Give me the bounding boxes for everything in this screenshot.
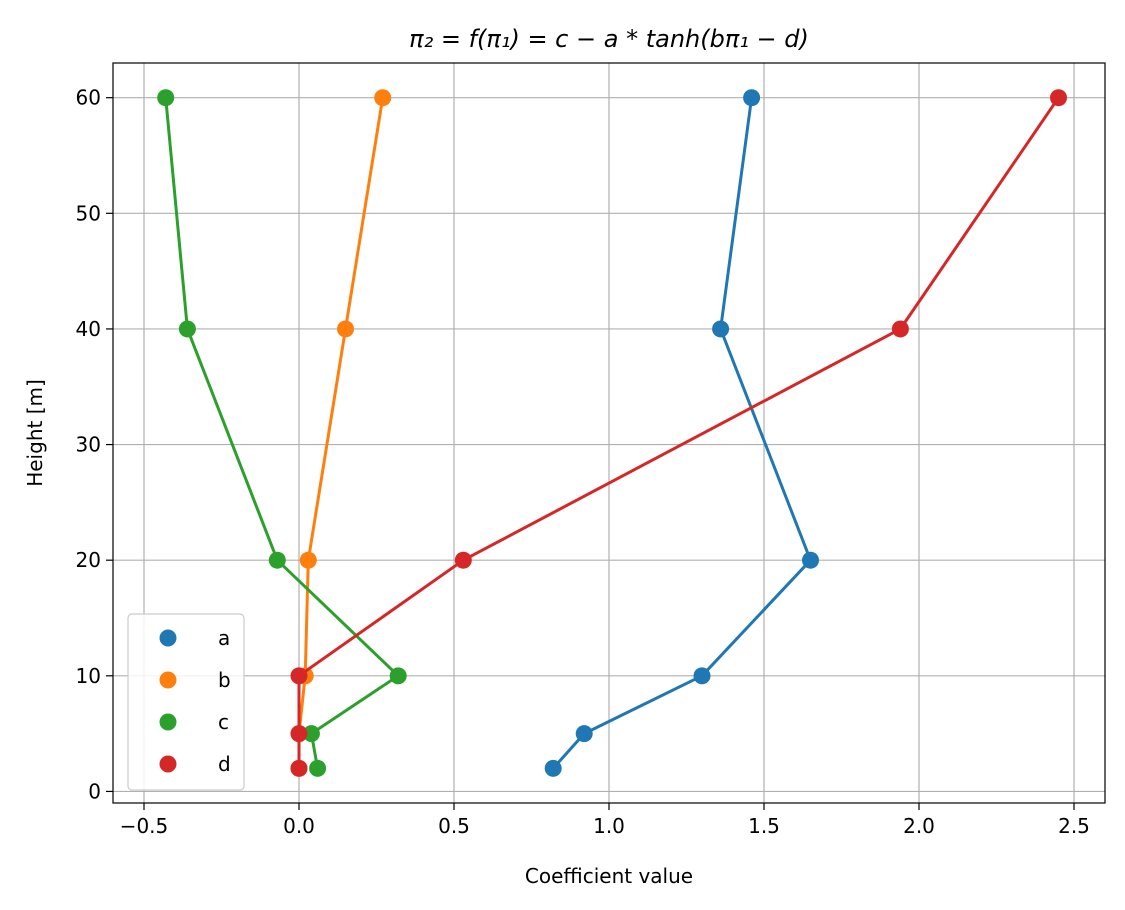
data-point-a bbox=[544, 759, 562, 777]
legend-label-c: c bbox=[218, 710, 229, 734]
data-point-a bbox=[802, 551, 819, 569]
data-point-c bbox=[302, 725, 320, 743]
y-tick-label: 10 bbox=[76, 664, 101, 688]
series-layer bbox=[157, 89, 1067, 777]
y-tick-label: 40 bbox=[76, 317, 101, 341]
x-tick-label: 1.0 bbox=[593, 814, 625, 838]
data-point-a bbox=[743, 89, 761, 107]
data-point-d bbox=[290, 759, 308, 777]
data-point-b bbox=[374, 89, 392, 107]
legend-marker-c bbox=[159, 713, 177, 731]
legend-marker-a bbox=[159, 629, 177, 647]
legend-label-a: a bbox=[218, 626, 230, 650]
x-axis-label: Coefficient value bbox=[525, 864, 693, 888]
chart-title: π₂ = f(π₁) = c − a * tanh(bπ₁ − d) bbox=[409, 25, 809, 53]
y-tick-label: 0 bbox=[88, 779, 101, 803]
data-point-d bbox=[891, 320, 909, 338]
ticks: −0.5 0.0 0.5 1.0 1.5 2.0 2.5 0 10 20 30 40 50 60 bbox=[76, 86, 1090, 838]
series-line-a bbox=[552, 97, 812, 770]
series-a bbox=[544, 89, 819, 777]
legend-box bbox=[127, 613, 245, 791]
legend-item-d: d bbox=[159, 752, 231, 776]
legend-label-b: b bbox=[218, 668, 231, 692]
legend-item-a: a bbox=[159, 626, 230, 650]
x-tick-label: 2.5 bbox=[1058, 814, 1090, 838]
data-point-c bbox=[178, 320, 196, 338]
y-tick-label: 20 bbox=[76, 548, 101, 572]
series-d bbox=[290, 89, 1067, 777]
data-point-c bbox=[268, 551, 286, 569]
x-tick-label: 1.5 bbox=[748, 814, 780, 838]
legend-marker-b bbox=[159, 671, 177, 689]
data-point-d bbox=[1050, 89, 1067, 107]
data-point-d bbox=[454, 551, 472, 569]
legend-item-b: b bbox=[159, 668, 231, 692]
x-tick-label: 0.0 bbox=[283, 814, 315, 838]
y-tick-label: 60 bbox=[76, 86, 101, 110]
series-c bbox=[157, 89, 407, 777]
y-tick-label: 50 bbox=[76, 201, 101, 225]
legend-label-d: d bbox=[218, 752, 231, 776]
legend-marker-d bbox=[159, 755, 177, 773]
data-point-a bbox=[693, 667, 711, 685]
data-point-a bbox=[712, 320, 730, 338]
data-point-d bbox=[290, 667, 308, 685]
data-point-d bbox=[290, 725, 308, 743]
x-tick-label: −0.5 bbox=[120, 814, 169, 838]
series-line-d bbox=[297, 96, 1060, 769]
data-point-b bbox=[299, 551, 317, 569]
data-point-c bbox=[157, 89, 175, 107]
x-tick-label: 2.0 bbox=[903, 814, 935, 838]
legend-item-c: c bbox=[159, 710, 229, 734]
grid bbox=[113, 63, 1105, 803]
data-point-c bbox=[309, 759, 327, 777]
data-point-b bbox=[337, 320, 354, 338]
y-axis-label: Height [m] bbox=[23, 379, 47, 487]
data-point-c bbox=[389, 667, 407, 685]
y-tick-label: 30 bbox=[76, 433, 101, 457]
data-point-a bbox=[575, 725, 593, 743]
x-tick-label: 0.5 bbox=[438, 814, 470, 838]
